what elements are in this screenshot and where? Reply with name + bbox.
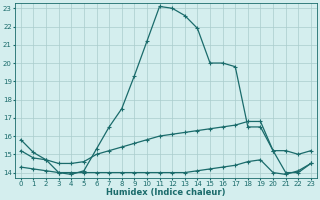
X-axis label: Humidex (Indice chaleur): Humidex (Indice chaleur) [106,188,226,197]
